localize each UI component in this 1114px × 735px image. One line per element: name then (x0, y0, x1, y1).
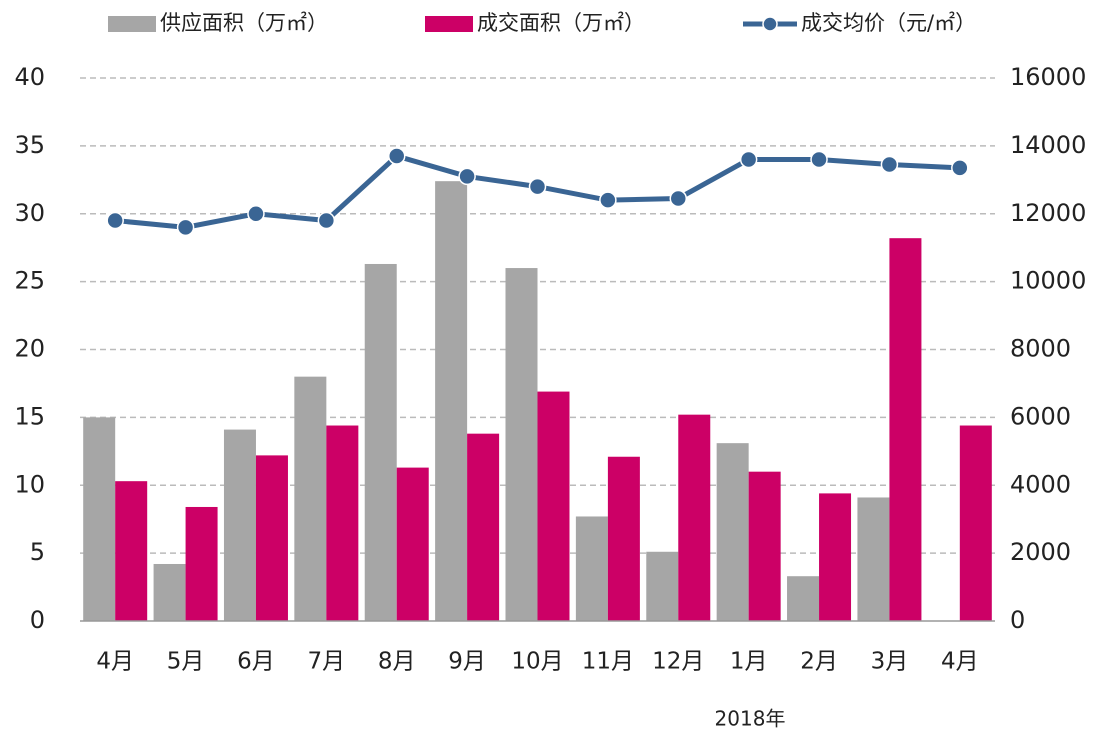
line-point (739, 150, 758, 169)
legend-swatch (762, 16, 778, 32)
line-point (951, 159, 969, 177)
y-tick-label: 15 (14, 402, 45, 430)
y-tick-label: 0 (30, 606, 45, 634)
legend-label: 成交面积（万㎡） (477, 11, 645, 35)
x-tick-label: 2月 (800, 649, 838, 675)
y2-tick-label: 8000 (1010, 335, 1071, 363)
x-tick-label: 7月 (308, 649, 346, 675)
line-point (528, 177, 547, 196)
x-tick-label: 4月 (941, 649, 979, 675)
line-point (458, 167, 476, 186)
y-tick-label: 10 (14, 470, 45, 498)
bar (467, 433, 500, 621)
x-tick-label: 3月 (871, 649, 909, 675)
y-tick-label: 20 (14, 335, 45, 363)
line-point (810, 150, 828, 169)
annotation: 2018年 (715, 707, 786, 731)
line-point (669, 189, 688, 208)
y2-tick-label: 2000 (1010, 538, 1071, 566)
x-tick-label: 9月 (448, 649, 486, 675)
legend-label: 供应面积（万㎡） (160, 11, 328, 35)
y2-tick-label: 10000 (1010, 267, 1086, 295)
x-tick-label: 5月 (167, 649, 205, 675)
bar (115, 481, 148, 621)
bar (959, 425, 992, 621)
x-tick-label: 8月 (378, 649, 416, 675)
bar (748, 471, 781, 621)
bar (294, 376, 327, 621)
bar (607, 456, 640, 621)
y-tick-label: 35 (14, 131, 45, 159)
line-point (247, 205, 265, 223)
line-point (106, 211, 124, 230)
bar (435, 181, 468, 622)
legend-label: 成交均价（元/㎡） (801, 11, 976, 35)
y-tick-label: 5 (30, 538, 45, 566)
bar (819, 493, 852, 621)
bar (505, 268, 538, 621)
bar (787, 576, 820, 621)
x-tick-label: 11月 (582, 649, 634, 675)
legend-swatch (108, 16, 156, 32)
bar (153, 563, 186, 621)
y-tick-label: 40 (14, 63, 45, 91)
bar (678, 414, 711, 621)
y2-tick-label: 6000 (1010, 402, 1071, 430)
line-point (387, 147, 406, 165)
y2-tick-label: 14000 (1010, 131, 1086, 159)
y2-tick-label: 16000 (1010, 63, 1086, 91)
line-point (317, 211, 336, 230)
y-tick-label: 25 (14, 267, 45, 295)
legend-swatch (425, 16, 473, 32)
bar (223, 429, 256, 621)
bar (575, 516, 608, 621)
bar (889, 238, 922, 621)
line-point (176, 218, 195, 237)
bar (83, 417, 116, 621)
bar (646, 551, 679, 621)
bar (857, 497, 890, 621)
line-point (880, 155, 899, 174)
bar (185, 506, 218, 621)
bar (716, 443, 749, 621)
x-tick-label: 12月 (652, 649, 704, 675)
y2-tick-label: 4000 (1010, 470, 1071, 498)
line-point (599, 191, 617, 209)
bar (255, 455, 288, 621)
bar (537, 391, 570, 621)
bar (364, 263, 397, 621)
x-tick-label: 4月 (96, 649, 134, 675)
x-tick-label: 10月 (511, 649, 563, 675)
y2-tick-label: 12000 (1010, 199, 1086, 227)
bar (396, 467, 429, 621)
x-tick-label: 6月 (237, 649, 275, 675)
x-tick-label: 1月 (730, 649, 768, 675)
bar (326, 425, 359, 621)
y-tick-label: 30 (14, 199, 45, 227)
y2-tick-label: 0 (1010, 606, 1025, 634)
